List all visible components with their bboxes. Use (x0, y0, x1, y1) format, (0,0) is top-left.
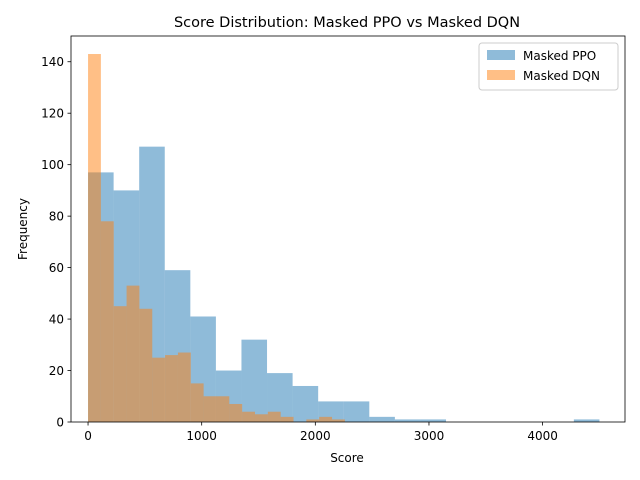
masked-dqn-bar (126, 285, 140, 422)
legend-label-masked-dqn: Masked DQN (523, 69, 600, 83)
masked-ppo-bar (241, 339, 268, 422)
masked-ppo-bar (369, 416, 395, 422)
x-tick-label: 4000 (527, 429, 558, 443)
masked-dqn-bar (100, 221, 114, 422)
masked-dqn-bar (229, 403, 243, 422)
masked-dqn-bar (152, 357, 166, 422)
masked-dqn-bar (254, 414, 268, 422)
masked-dqn-bar (139, 308, 153, 422)
x-axis-label: Score (330, 451, 364, 465)
masked-dqn-bar (88, 54, 101, 422)
plot-frame (70, 35, 626, 423)
y-tick-label: 80 (49, 210, 64, 224)
chart-title: Score Distribution: Masked PPO vs Masked… (174, 15, 520, 31)
masked-ppo-bar (292, 385, 319, 422)
masked-dqn-bar (242, 411, 255, 422)
y-axis-label: Frequency (16, 198, 30, 260)
y-tick-label: 140 (41, 55, 64, 69)
masked-dqn-bar (190, 383, 204, 422)
masked-dqn-bar (177, 352, 191, 422)
masked-dqn-bar (306, 419, 320, 422)
masked-dqn-bar (319, 416, 333, 422)
y-tick-label: 40 (49, 313, 64, 327)
masked-dqn-bar (280, 416, 294, 422)
y-tick-label: 60 (49, 261, 64, 275)
y-tick-label: 0 (56, 416, 64, 430)
masked-ppo-bar (420, 419, 447, 422)
masked-dqn-bar (165, 355, 178, 422)
x-tick-label: 2000 (300, 429, 331, 443)
masked-dqn-bar (267, 411, 281, 422)
legend: Masked PPO Masked DQN (478, 42, 619, 91)
x-tick-label: 3000 (414, 429, 445, 443)
masked-dqn-bar (113, 306, 127, 422)
x-tick-label: 0 (84, 429, 92, 443)
axes-layer: 0 1000 2000 3000 4000 0 20 40 60 80 100 120 140 (41, 35, 626, 443)
bars-layer (88, 54, 600, 423)
legend-swatch-masked-dqn (487, 70, 515, 80)
x-tick-label: 1000 (186, 429, 217, 443)
masked-dqn-bar (332, 419, 345, 422)
masked-ppo-bar (394, 419, 421, 422)
legend-label-masked-ppo: Masked PPO (523, 49, 596, 63)
legend-swatch-masked-ppo (487, 50, 515, 60)
masked-dqn-bar (216, 396, 230, 422)
masked-dqn-bar (203, 396, 217, 422)
masked-ppo-bar (573, 419, 600, 422)
masked-ppo-bar (343, 401, 370, 422)
y-tick-label: 100 (41, 158, 64, 172)
y-tick-label: 120 (41, 107, 64, 121)
y-tick-label: 20 (49, 364, 64, 378)
